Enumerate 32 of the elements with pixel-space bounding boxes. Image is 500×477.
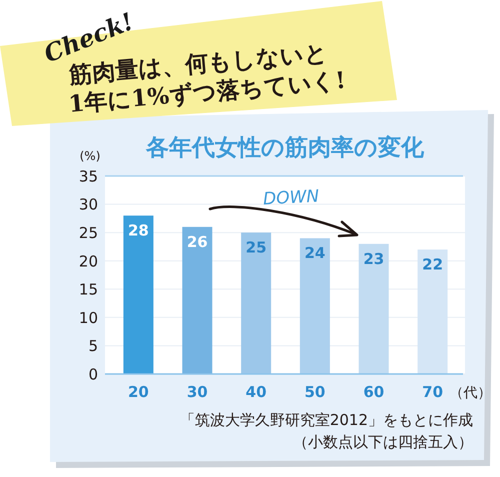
chart-title: 各年代女性の筋肉率の変化 [145, 134, 425, 161]
bar [241, 232, 272, 374]
bar [418, 250, 448, 374]
data-label: 26 [186, 232, 208, 251]
x-tick-label: 50 [304, 383, 326, 401]
data-label: 23 [363, 250, 384, 268]
data-label: 24 [304, 244, 326, 262]
bar [123, 216, 154, 374]
x-axis-title: （代） [450, 385, 492, 401]
y-tick-label: 20 [78, 252, 98, 270]
y-axis-title: (%) [80, 149, 100, 163]
data-label: 22 [422, 256, 444, 274]
x-tick-label: 60 [363, 383, 384, 401]
bar [182, 226, 212, 374]
y-tick-label: 0 [88, 365, 98, 384]
x-tick-label: 40 [246, 383, 267, 401]
bar [300, 238, 330, 374]
x-tick-label: 30 [186, 383, 208, 401]
data-label: 25 [246, 238, 267, 257]
annotation: DOWN [262, 186, 320, 210]
y-tick-label: 35 [78, 167, 98, 186]
x-tick-label: 70 [422, 383, 444, 401]
y-tick-label: 15 [78, 280, 98, 299]
y-tick-label: 30 [78, 196, 98, 214]
text: （小数点以下は四捨五入） [293, 433, 473, 451]
text: 「筑波大学久野研究室2012」をもとに作成 [180, 411, 473, 429]
y-tick-label: 10 [78, 308, 98, 327]
x-tick-label: 20 [128, 383, 149, 401]
y-tick-label: 5 [88, 337, 98, 356]
bar [358, 244, 389, 374]
data-label: 28 [128, 222, 149, 240]
y-tick-label: 25 [78, 224, 98, 242]
